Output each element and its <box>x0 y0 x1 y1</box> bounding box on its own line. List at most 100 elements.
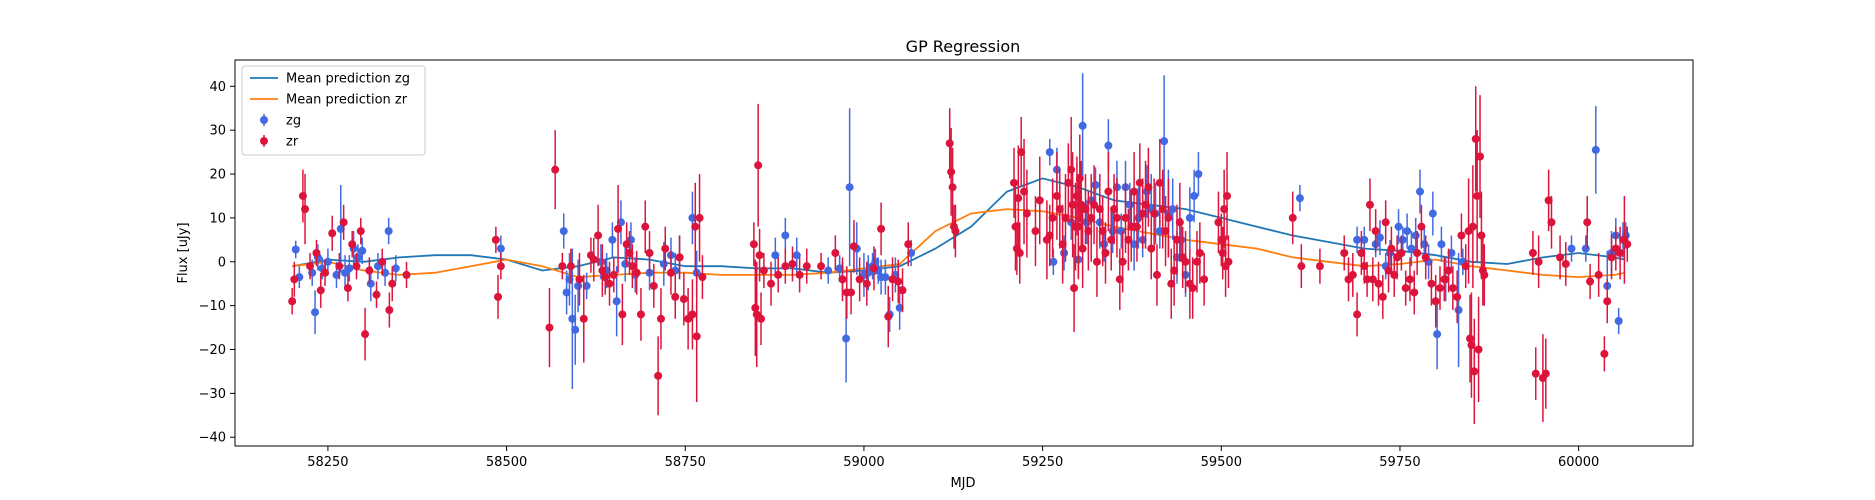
data-point-zr <box>288 297 297 306</box>
data-point-zr <box>622 240 631 249</box>
data-point-zg <box>612 297 621 306</box>
data-point-zr <box>365 266 374 275</box>
data-point-zr <box>1015 249 1024 257</box>
data-point-zr <box>1144 183 1153 192</box>
data-point-zr <box>1110 205 1119 214</box>
data-point-zr <box>1020 187 1029 196</box>
data-point-zr <box>1127 222 1136 231</box>
data-point-zg <box>332 270 341 279</box>
data-point-zg <box>792 251 801 260</box>
data-point-zr <box>1405 275 1414 284</box>
data-point-zr <box>1224 257 1233 266</box>
data-point-zg <box>1049 257 1058 266</box>
data-point-zr <box>575 275 584 284</box>
data-point-zr <box>1092 257 1101 266</box>
x-tick-label: 58750 <box>665 455 706 470</box>
data-point-zr <box>1315 262 1324 271</box>
data-point-zr <box>1365 200 1374 209</box>
data-point-zg <box>1437 240 1446 249</box>
data-point-zg <box>562 288 571 297</box>
data-point-zg <box>1104 141 1113 150</box>
plot-area <box>288 73 1632 425</box>
data-point-zr <box>1068 200 1077 209</box>
data-point-zr <box>656 314 665 323</box>
data-point-zr <box>618 310 627 319</box>
data-point-zr <box>838 275 847 284</box>
legend-label: zr <box>286 135 299 150</box>
data-point-zr <box>1087 213 1096 222</box>
data-point-zr <box>328 229 337 238</box>
data-point-zr <box>609 270 618 279</box>
data-point-zr <box>1623 240 1632 249</box>
data-point-zr <box>945 139 954 148</box>
data-point-zr <box>1360 262 1369 271</box>
data-point-zr <box>1192 257 1201 266</box>
data-point-zr <box>1541 369 1550 378</box>
data-point-zr <box>1045 231 1054 240</box>
y-tick-label: −10 <box>199 299 226 314</box>
data-point-zg <box>688 213 697 222</box>
data-point-zg <box>559 227 568 236</box>
data-point-zg <box>1168 205 1177 214</box>
data-point-zg <box>1447 249 1456 257</box>
data-point-zr <box>1547 218 1556 227</box>
data-point-zg <box>311 308 320 317</box>
data-point-zg <box>574 281 583 290</box>
data-point-zr <box>1381 218 1390 227</box>
data-point-zr <box>1413 249 1422 257</box>
y-tick-label: 20 <box>209 168 226 183</box>
data-point-zr <box>1150 209 1159 218</box>
legend-marker-swatch <box>260 137 268 145</box>
data-point-zr <box>671 292 680 301</box>
y-axis: −40 −30 −20 −10 0 10 20 30 40 <box>199 80 235 446</box>
data-point-zg <box>1125 200 1134 209</box>
data-point-zg <box>582 281 591 290</box>
y-tick-label: −30 <box>199 387 226 402</box>
data-point-zr <box>1022 209 1031 218</box>
plot-frame <box>234 59 1694 447</box>
data-point-zr <box>1357 249 1366 257</box>
data-point-zg <box>1045 148 1054 157</box>
plot-content <box>288 73 1632 425</box>
data-point-zg <box>1060 249 1069 257</box>
data-point-zr <box>1135 178 1144 187</box>
data-point-zr <box>1461 262 1470 271</box>
data-point-zr <box>1353 310 1362 319</box>
data-point-zg <box>824 266 833 275</box>
data-point-zr <box>1421 253 1430 262</box>
data-point-zr <box>1390 270 1399 279</box>
data-point-zr <box>1048 213 1057 222</box>
data-point-zr <box>675 253 684 262</box>
x-tick-label: 59500 <box>1201 455 1242 470</box>
data-point-zg <box>1353 235 1362 244</box>
data-point-zr <box>1397 249 1406 257</box>
data-point-zr <box>1467 341 1476 350</box>
data-point-zr <box>1095 205 1104 214</box>
data-point-zr <box>1172 235 1181 244</box>
data-point-zr <box>1220 205 1229 214</box>
data-point-zg <box>336 224 345 233</box>
data-point-zr <box>594 231 603 240</box>
data-point-zg <box>1415 187 1424 196</box>
data-point-zg <box>1454 306 1463 315</box>
data-point-zr <box>1297 262 1306 271</box>
data-point-zr <box>898 286 907 295</box>
data-point-zr <box>632 268 641 277</box>
data-point-zg <box>496 244 505 253</box>
data-point-zg <box>659 259 668 268</box>
data-point-zr <box>1081 205 1090 214</box>
data-point-zr <box>1444 266 1453 275</box>
data-point-zr <box>698 273 707 282</box>
data-point-zr <box>1058 240 1067 249</box>
data-point-zg <box>781 231 790 240</box>
data-point-zg <box>1117 227 1126 236</box>
data-point-zr <box>1368 275 1377 284</box>
data-point-zr <box>1070 284 1079 293</box>
data-point-zg <box>1591 145 1600 154</box>
data-point-zr <box>1288 213 1297 222</box>
data-point-zg <box>568 314 577 323</box>
data-point-zg <box>1360 235 1369 244</box>
data-point-zr <box>589 255 598 264</box>
data-point-zg <box>571 325 580 334</box>
data-point-zr <box>1470 367 1479 376</box>
